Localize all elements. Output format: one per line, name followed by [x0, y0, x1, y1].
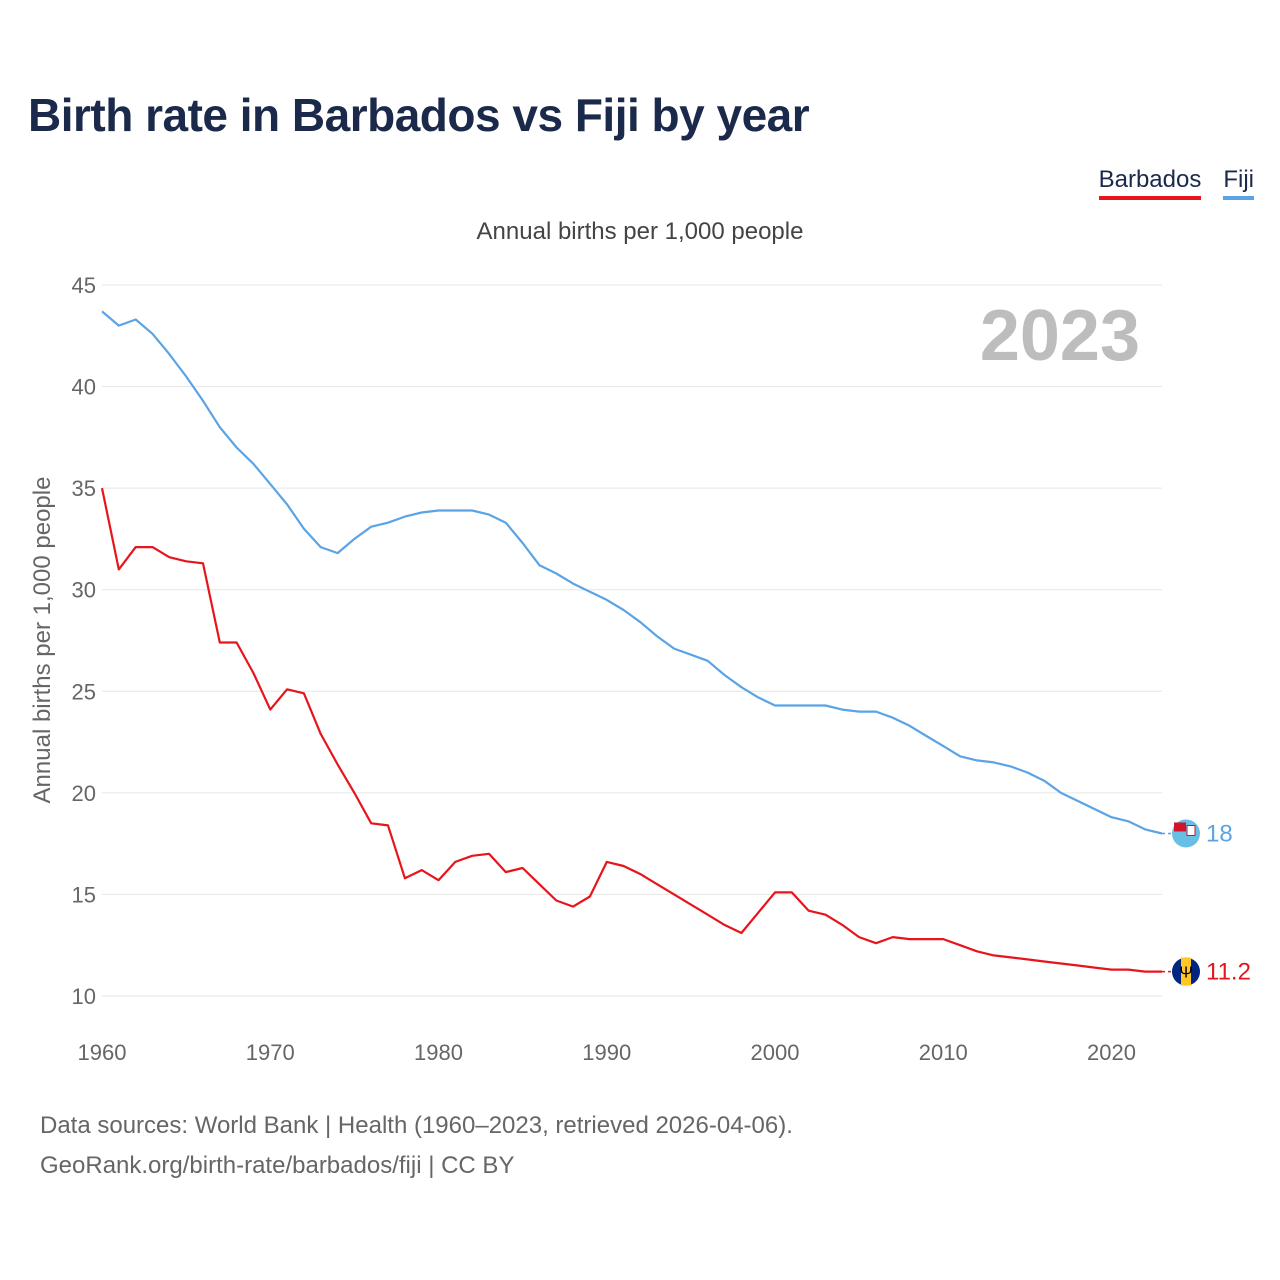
barbados-flag-icon: Ψ [1172, 957, 1200, 986]
y-tick-label: 10 [72, 984, 96, 1009]
y-tick-label: 15 [72, 882, 96, 907]
legend-item-barbados[interactable]: Barbados [1098, 166, 1202, 200]
series-lines [100, 310, 1163, 973]
trident-glyph: Ψ [1179, 965, 1192, 982]
flag-stripe [1181, 957, 1191, 986]
y-axis-label: Annual births per 1,000 people [29, 477, 56, 804]
end-value-label-barbados: 11.2 [1206, 959, 1251, 986]
flag-canton [1174, 822, 1186, 832]
legend-item-fiji[interactable]: Fiji [1223, 166, 1254, 200]
y-tick-label: 35 [72, 476, 96, 501]
legend: Barbados Fiji [1098, 166, 1254, 200]
end-value-label-fiji: 18 [1206, 820, 1233, 847]
year-label: 2023 [980, 296, 1140, 376]
y-tick-label: 20 [72, 781, 96, 806]
source-url-text: GeoRank.org/birth-rate/barbados/fiji | C… [40, 1152, 515, 1179]
grid-lines [102, 284, 1162, 997]
end-markers: Ψ 11.2 18 [1162, 819, 1251, 986]
chart-subtitle: Annual births per 1,000 people [476, 218, 804, 245]
footer: Data sources: World Bank | Health (1960–… [40, 1106, 793, 1186]
x-tick-label: 1980 [414, 1040, 463, 1065]
x-tick-label: 2000 [751, 1040, 800, 1065]
x-tick-label: 1990 [582, 1040, 631, 1065]
series-line-fiji [101, 310, 1163, 835]
y-tick-label: 25 [72, 679, 96, 704]
x-tick-label: 1960 [78, 1040, 127, 1065]
y-tick-label: 40 [72, 375, 96, 400]
x-tick-label: 2020 [1087, 1040, 1136, 1065]
x-tick-label: 2010 [919, 1040, 968, 1065]
y-tick-label: 30 [72, 578, 96, 603]
flag-shield [1186, 824, 1196, 836]
y-axis-ticks: 10 15 20 25 30 35 40 45 [72, 273, 96, 1009]
x-tick-label: 1970 [246, 1040, 295, 1065]
data-source-text: Data sources: World Bank | Health (1960–… [40, 1112, 793, 1139]
fiji-flag-icon [1172, 819, 1200, 848]
series-line-barbados [100, 487, 1162, 973]
x-axis-ticks: 1960 1970 1980 1990 2000 2010 2020 [78, 1040, 1136, 1065]
y-tick-label: 45 [72, 273, 96, 298]
chart-title: Birth rate in Barbados vs Fiji by year [28, 89, 810, 141]
